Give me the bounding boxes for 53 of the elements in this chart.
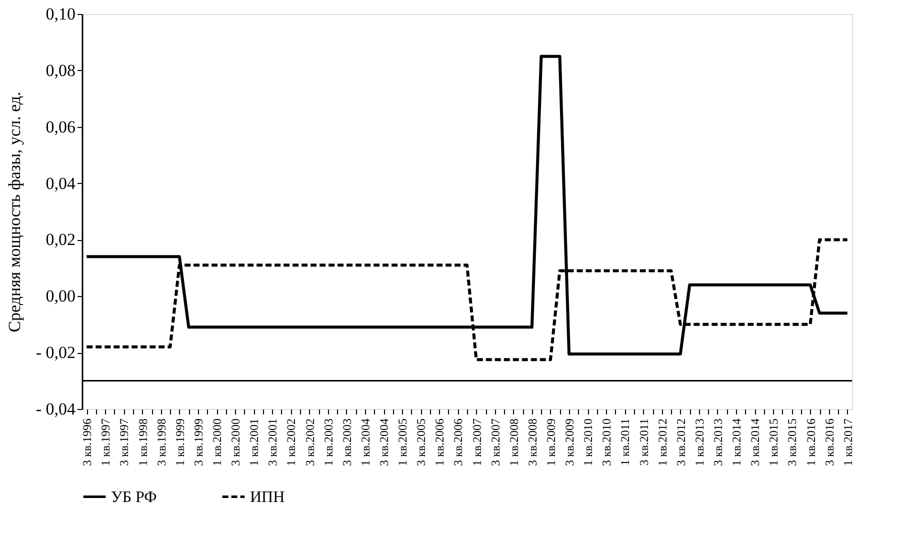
y-axis-title: Средняя мощность фазы, усл. ед. xyxy=(4,92,24,332)
x-tick-label: 3 кв.2011 xyxy=(636,418,651,466)
x-tick-label: 3 кв.2016 xyxy=(822,418,836,466)
x-tick-label: 1 кв.2000 xyxy=(210,418,224,466)
x-tick-label: 1 кв.2009 xyxy=(544,418,558,466)
x-tick-label: 1 кв.2015 xyxy=(766,418,781,466)
x-tick-label: 3 кв.1996 xyxy=(80,418,94,466)
x-tick-label: 3 кв.2010 xyxy=(600,418,614,466)
x-tick-label: 3 кв.2013 xyxy=(710,418,725,466)
x-tick-label: 1 кв.2012 xyxy=(655,418,670,466)
x-tick-label: 1 кв.2002 xyxy=(284,418,298,466)
x-tick-label: 3 кв.2004 xyxy=(377,418,392,466)
x-tick-label: 3 кв.1999 xyxy=(191,418,206,466)
x-tick-label: 1 кв.2006 xyxy=(432,418,447,466)
x-tick-label: 1 кв.1999 xyxy=(172,418,187,466)
x-tick-label: 1 кв.2016 xyxy=(804,418,818,466)
legend-label: ИПН xyxy=(250,488,286,506)
x-tick-label: 1 кв.2001 xyxy=(247,418,262,466)
x-tick-label: 3 кв.2007 xyxy=(488,418,502,466)
x-tick-label: 1 кв.2013 xyxy=(692,418,706,466)
x-tick-label: 3 кв.2000 xyxy=(228,418,243,466)
y-tick-label: - 0,04 xyxy=(36,400,76,418)
x-tick-label: 1 кв.2011 xyxy=(618,418,632,466)
x-tick-label: 1 кв.2008 xyxy=(506,418,521,466)
x-tick-label: 3 кв.2003 xyxy=(340,418,354,466)
x-tick-label: 1 кв.1998 xyxy=(136,418,150,466)
x-tick-label: 1 кв.2004 xyxy=(358,418,372,466)
x-tick-label: 3 кв.2001 xyxy=(266,418,280,466)
x-tick-label: 3 кв.2006 xyxy=(451,418,466,466)
x-tick-label: 1 кв.2014 xyxy=(730,418,744,466)
y-tick-label: 0,08 xyxy=(46,60,76,80)
x-tick-label: 1 кв.2010 xyxy=(581,418,596,466)
x-tick-label: 3 кв.2014 xyxy=(748,418,762,466)
x-tick-label: 1 кв.2005 xyxy=(396,418,410,466)
y-tick-label: 0,06 xyxy=(46,117,76,136)
y-tick-label: 0,00 xyxy=(46,286,76,306)
x-tick-label: 3 кв.2008 xyxy=(525,418,540,466)
y-tick-label: 0,04 xyxy=(46,174,76,193)
x-tick-label: 1 кв.1997 xyxy=(98,418,113,466)
x-tick-label: 1 кв.2007 xyxy=(470,418,484,466)
x-tick-label: 1 кв.2003 xyxy=(321,418,336,466)
x-tick-label: 3 кв.2012 xyxy=(674,418,688,466)
x-tick-label: 3 кв.2015 xyxy=(785,418,800,466)
y-tick-label: 0,10 xyxy=(46,4,76,24)
y-tick-label: - 0,02 xyxy=(36,343,76,362)
y-tick-label: 0,02 xyxy=(46,230,76,250)
x-tick-label: 3 кв.1998 xyxy=(154,418,168,466)
x-tick-label: 1 кв.2017 xyxy=(840,418,855,466)
legend-label: УБ РФ xyxy=(111,488,157,506)
x-tick-label: 3 кв.2005 xyxy=(414,418,428,466)
x-tick-label: 3 кв.2002 xyxy=(302,418,317,466)
x-tick-label: 3 кв.2009 xyxy=(562,418,577,466)
x-tick-label: 3 кв.1997 xyxy=(117,418,132,466)
